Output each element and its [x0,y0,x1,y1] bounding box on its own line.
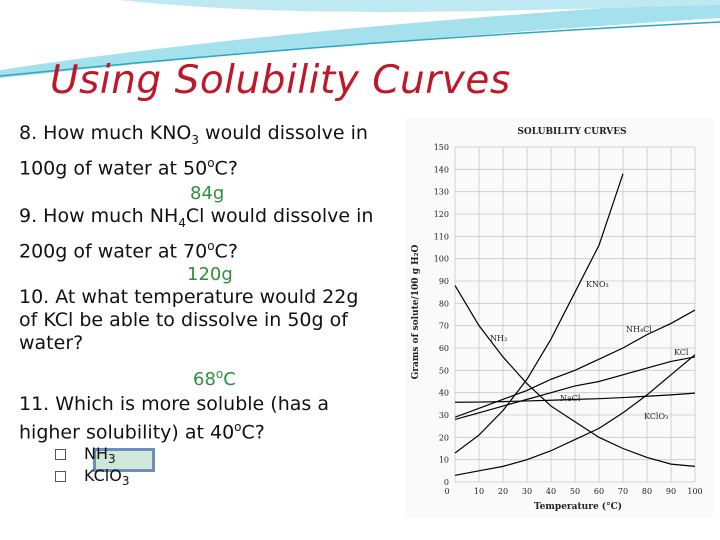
curve-label: NaCl [560,394,581,403]
answer-8: 84g [190,183,225,204]
y-tick-label: 20 [439,433,449,442]
x-tick-label: 50 [570,487,580,496]
curve [455,354,695,476]
x-axis-label: Temperature (°C) [534,501,622,512]
curve [455,285,695,467]
y-tick-label: 40 [439,389,449,398]
y-tick-label: 120 [434,210,449,219]
y-tick-label: 130 [434,188,449,197]
swoosh-line [0,21,720,77]
chart-title: SOLUBILITY CURVES [517,127,626,137]
curve [455,356,695,421]
y-tick-label: 140 [434,165,449,174]
y-tick-label: 110 [434,232,449,241]
y-tick-label: 0 [444,478,449,487]
curve-label: KClO₃ [644,412,668,421]
y-axis-label: Grams of solute/100 g H₂O [411,244,421,379]
y-tick-label: 70 [439,322,449,331]
y-tick-label: 100 [434,255,449,264]
curve-label: KCl [674,348,689,357]
curve [455,392,695,403]
x-tick-label: 10 [474,487,484,496]
y-tick-label: 50 [439,366,449,375]
plot-area [455,173,695,476]
y-tick-label: 60 [439,344,449,353]
header-decoration [0,0,720,78]
answer-9: 120g [187,264,233,285]
curve [455,309,695,418]
y-tick-label: 90 [439,277,449,286]
x-tick-label: 0 [444,487,449,496]
x-tick-label: 90 [666,487,676,496]
x-tick-label: 70 [618,487,628,496]
x-tick-label: 80 [642,487,652,496]
x-tick-label: 100 [687,487,702,496]
answer-10: 68oC [193,367,236,390]
y-tick-label: 150 [434,143,449,152]
option: NH3 [55,444,116,466]
answer-highlight [93,448,155,472]
y-tick-label: 80 [439,299,449,308]
question-10: 10. At what temperature would 22g of KCl … [19,286,359,354]
slide-title: Using Solubility Curves [50,58,511,103]
x-tick-label: 20 [498,487,508,496]
y-tick-label: 10 [439,456,449,465]
x-tick-label: 30 [522,487,532,496]
swoosh [120,0,720,12]
question-8: 8. How much KNO3 would dissolve in 100g o… [19,122,368,180]
curve-label: NH₃ [490,334,507,343]
x-tick-label: 60 [594,487,604,496]
x-tick-label: 40 [546,487,556,496]
curve-label: NH₄Cl [626,325,652,334]
question-9: 9. How much NH4Cl would dissolve in 200g … [19,205,374,263]
question-11: 11. Which is more soluble (has a higher s… [19,393,329,444]
curve [455,173,624,454]
curve-label: KNO₃ [586,280,609,289]
y-tick-label: 30 [439,411,449,420]
option: KClO3 [55,466,129,488]
chart-background [405,118,713,518]
